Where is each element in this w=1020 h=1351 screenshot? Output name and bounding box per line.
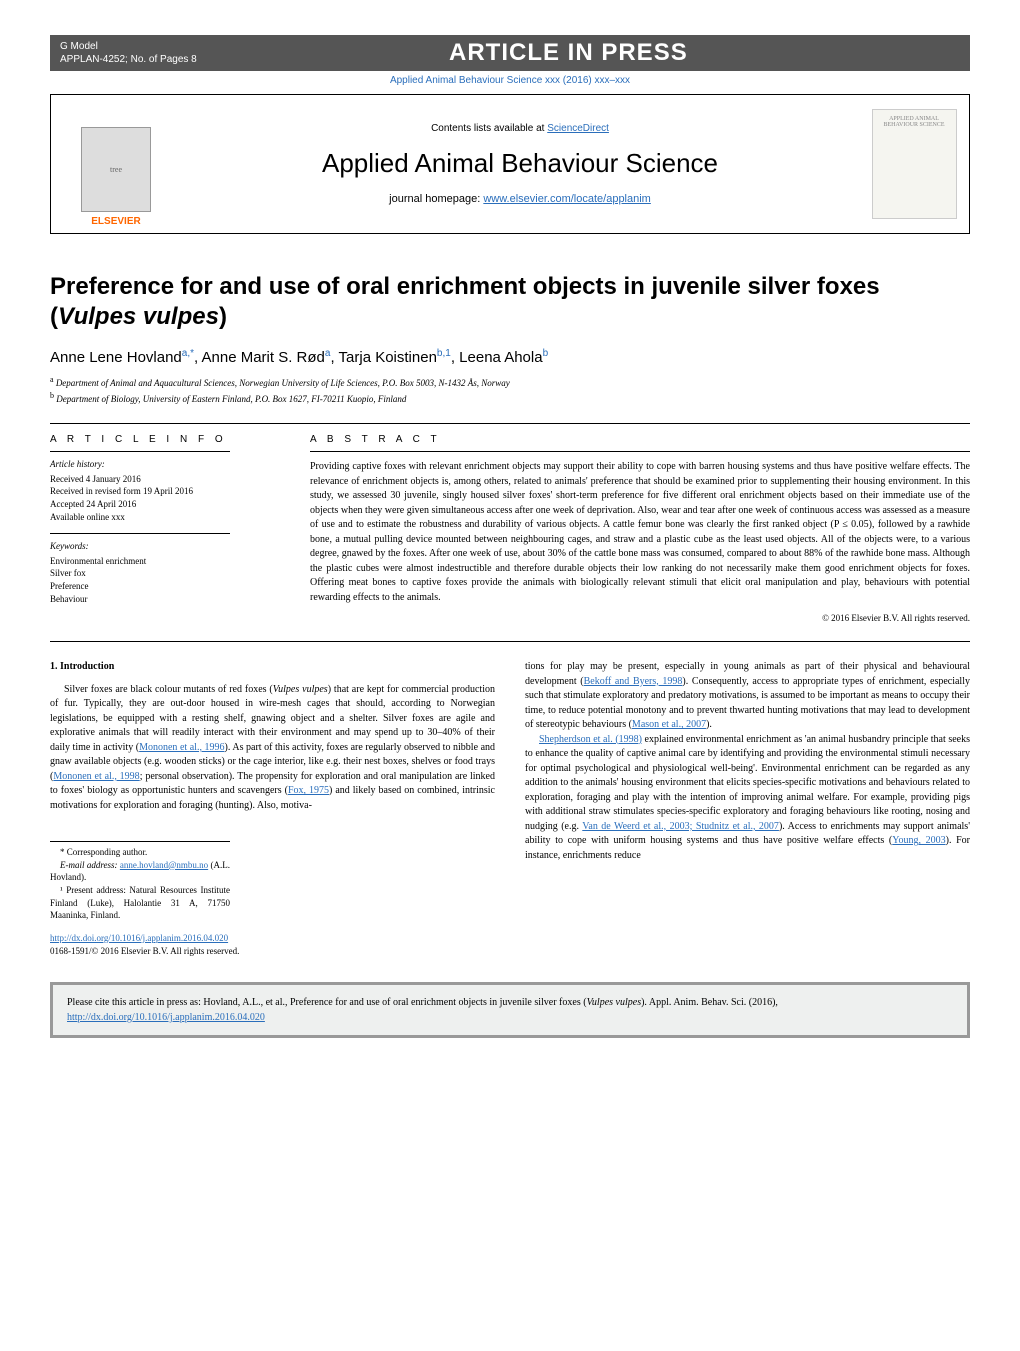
author-1-affil[interactable]: a,*: [182, 348, 194, 359]
history-4: Available online xxx: [50, 511, 280, 524]
info-abstract-row: A R T I C L E I N F O Article history: R…: [50, 434, 970, 623]
body-columns: 1. Introduction Silver foxes are black c…: [50, 660, 970, 958]
ref-bekoff-1998[interactable]: Bekoff and Byers, 1998: [584, 676, 683, 687]
author-3-affil[interactable]: b,1: [437, 348, 451, 359]
ref-mason-2007[interactable]: Mason et al., 2007: [632, 719, 706, 730]
cite-doi-link[interactable]: http://dx.doi.org/10.1016/j.applanim.201…: [67, 1012, 265, 1023]
body-col-right: tions for play may be present, especiall…: [525, 660, 970, 958]
journal-box-center: Contents lists available at ScienceDirec…: [181, 95, 859, 233]
issn-line: 0168-1591/© 2016 Elsevier B.V. All right…: [50, 945, 495, 958]
header-gmodel: G Model APPLAN-4252; No. of Pages 8: [60, 40, 197, 66]
in-press-banner: ARTICLE IN PRESS: [449, 39, 688, 67]
title-species: Vulpes vulpes: [58, 303, 219, 330]
article-info-col: A R T I C L E I N F O Article history: R…: [50, 434, 280, 623]
history-title: Article history:: [50, 458, 280, 471]
keyword-4: Behaviour: [50, 593, 280, 606]
author-2: , Anne Marit S. Rød: [194, 349, 325, 366]
sciencedirect-link[interactable]: ScienceDirect: [547, 123, 609, 134]
journal-issue-link[interactable]: Applied Animal Behaviour Science xxx (20…: [50, 75, 970, 86]
email-link[interactable]: anne.hovland@nmbu.no: [120, 860, 208, 870]
intro-p1: Silver foxes are black colour mutants of…: [50, 683, 495, 814]
author-4: , Leena Ahola: [451, 349, 543, 366]
elsevier-label: ELSEVIER: [91, 216, 140, 227]
email-label: E-mail address:: [60, 860, 120, 870]
doi-block: http://dx.doi.org/10.1016/j.applanim.201…: [50, 932, 495, 958]
info-divider-1: [50, 451, 230, 452]
affil-b-text: Department of Biology, University of Eas…: [54, 394, 406, 404]
journal-cover-block: APPLIED ANIMAL BEHAVIOUR SCIENCE: [859, 95, 969, 233]
abstract-col: A B S T R A C T Providing captive foxes …: [310, 434, 970, 623]
journal-cover-thumb: APPLIED ANIMAL BEHAVIOUR SCIENCE: [872, 109, 957, 219]
history-3: Accepted 24 April 2016: [50, 498, 280, 511]
ref-shepherdson-1998[interactable]: Shepherdson et al. (1998): [539, 734, 642, 745]
body-col-left: 1. Introduction Silver foxes are black c…: [50, 660, 495, 958]
keywords-title: Keywords:: [50, 540, 280, 553]
journal-homepage: journal homepage: www.elsevier.com/locat…: [389, 193, 651, 205]
intro-heading: 1. Introduction: [50, 660, 495, 675]
p1-species: Vulpes vulpes: [273, 684, 328, 695]
elsevier-tree-icon: tree: [81, 127, 151, 212]
ref-vandeweerd-studnitz[interactable]: Van de Weerd et al., 2003; Studnitz et a…: [582, 821, 779, 832]
intro-p2: Shepherdson et al. (1998) explained envi…: [525, 733, 970, 864]
history-block: Article history: Received 4 January 2016…: [50, 458, 280, 523]
ref-fox-1975[interactable]: Fox, 1975: [288, 785, 329, 796]
p3-b: explained environmental enrichment as 'a…: [525, 734, 970, 832]
cite-pre: Please cite this article in press as: Ho…: [67, 997, 587, 1008]
authors-line: Anne Lene Hovlanda,*, Anne Marit S. Røda…: [50, 348, 970, 366]
ref-mononen-1998[interactable]: Mononen et al., 1998: [53, 771, 139, 782]
history-2: Received in revised form 19 April 2016: [50, 485, 280, 498]
journal-box: tree ELSEVIER Contents lists available a…: [50, 94, 970, 234]
affil-a: a Department of Animal and Aquacultural …: [50, 374, 970, 390]
abstract-heading: A B S T R A C T: [310, 434, 970, 445]
journal-title: Applied Animal Behaviour Science: [322, 148, 718, 179]
divider-body: [50, 641, 970, 642]
keyword-1: Environmental enrichment: [50, 555, 280, 568]
p1-a: Silver foxes are black colour mutants of…: [64, 684, 273, 695]
gmodel-ref: APPLAN-4252; No. of Pages 8: [60, 53, 197, 66]
author-3: , Tarja Koistinen: [330, 349, 436, 366]
abstract-text: Providing captive foxes with relevant en…: [310, 460, 970, 605]
homepage-link[interactable]: www.elsevier.com/locate/applanim: [483, 193, 651, 205]
keywords-block: Keywords: Environmental enrichment Silve…: [50, 540, 280, 605]
ref-mononen-1996[interactable]: Mononen et al., 1996: [139, 742, 224, 753]
keyword-3: Preference: [50, 580, 280, 593]
abstract-divider: [310, 451, 970, 452]
history-1: Received 4 January 2016: [50, 473, 280, 486]
affil-a-text: Department of Animal and Aquacultural Sc…: [54, 378, 510, 388]
homepage-label: journal homepage:: [389, 193, 483, 205]
gmodel-label: G Model: [60, 40, 197, 53]
ref-young-2003[interactable]: Young, 2003: [892, 835, 945, 846]
article-title: Preference for and use of oral enrichmen…: [50, 272, 970, 332]
cite-mid: ). Appl. Anim. Behav. Sci. (2016),: [641, 997, 778, 1008]
cover-thumb-caption: APPLIED ANIMAL BEHAVIOUR SCIENCE: [875, 116, 954, 128]
abstract-copyright: © 2016 Elsevier B.V. All rights reserved…: [310, 613, 970, 623]
title-post: ): [219, 303, 227, 330]
affil-b: b Department of Biology, University of E…: [50, 390, 970, 406]
intro-p1-cont: tions for play may be present, especiall…: [525, 660, 970, 733]
keyword-2: Silver fox: [50, 567, 280, 580]
corr-author: * Corresponding author.: [50, 846, 230, 859]
contents-line: Contents lists available at ScienceDirec…: [431, 123, 609, 134]
contents-text: Contents lists available at: [431, 123, 547, 134]
affiliations: a Department of Animal and Aquacultural …: [50, 374, 970, 405]
p2-c: ).: [706, 719, 712, 730]
footnotes: * Corresponding author. E-mail address: …: [50, 841, 230, 922]
elsevier-logo-block: tree ELSEVIER: [51, 95, 181, 233]
email-line: E-mail address: anne.hovland@nmbu.no (A.…: [50, 859, 230, 884]
cite-box: Please cite this article in press as: Ho…: [50, 982, 970, 1038]
divider-top: [50, 423, 970, 424]
doi-link[interactable]: http://dx.doi.org/10.1016/j.applanim.201…: [50, 933, 228, 943]
author-4-affil[interactable]: b: [543, 348, 549, 359]
cite-species: Vulpes vulpes: [587, 997, 642, 1008]
article-info-heading: A R T I C L E I N F O: [50, 434, 280, 445]
header-band: G Model APPLAN-4252; No. of Pages 8 ARTI…: [50, 35, 970, 71]
info-divider-2: [50, 533, 230, 534]
author-1: Anne Lene Hovland: [50, 349, 182, 366]
present-address: ¹ Present address: Natural Resources Ins…: [50, 884, 230, 922]
